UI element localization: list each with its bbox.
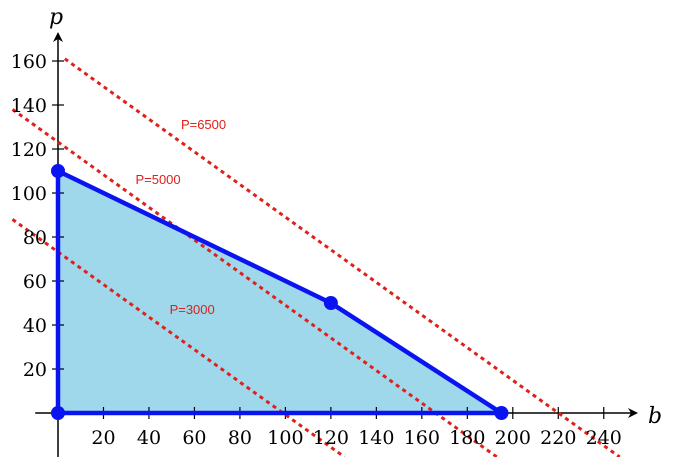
iso-line	[11, 108, 498, 457]
feasible-region-layer	[58, 171, 502, 413]
iso-profit-lines	[11, 57, 621, 457]
iso-line-label: P=5000	[135, 172, 180, 187]
region-edge	[55, 168, 334, 306]
x-tick-label: 60	[182, 427, 206, 449]
x-tick-label: 40	[137, 427, 161, 449]
x-tick-label: 220	[540, 427, 576, 449]
vertex-point	[494, 406, 509, 420]
y-tick-label: 100	[11, 183, 47, 205]
x-tick-label: 80	[228, 427, 252, 449]
x-tick-label: 160	[404, 427, 440, 449]
vertex-points	[51, 164, 509, 420]
y-tick-label: 120	[11, 139, 47, 161]
y-tick-label: 40	[23, 315, 47, 337]
feasible-region	[58, 171, 502, 413]
iso-line-label: P=3000	[170, 302, 215, 317]
y-tick-label: 20	[23, 359, 47, 381]
x-tick-label: 100	[267, 427, 303, 449]
y-tick-label: 60	[23, 271, 47, 293]
vertex-point	[51, 406, 65, 420]
x-tick-label: 140	[358, 427, 394, 449]
x-tick-label: 240	[586, 427, 622, 449]
iso-line	[63, 57, 621, 457]
x-axis-label: b	[648, 404, 662, 429]
x-tick-label: 180	[449, 427, 485, 449]
y-tick-label: 160	[11, 51, 47, 73]
labels-layer: 20 40 60 80 100 120 140 160 180 200 220 240 20 40 60 80…	[11, 5, 662, 449]
y-axis-label: p	[49, 5, 63, 30]
x-tick-label: 120	[313, 427, 349, 449]
vertex-point	[51, 164, 65, 178]
x-tick-label: 200	[495, 427, 531, 449]
x-tick-label: 20	[91, 427, 115, 449]
feasible-region-edges	[55, 168, 504, 416]
y-tick-label: 80	[23, 227, 47, 249]
iso-line-label: P=6500	[181, 117, 226, 132]
vertex-point	[323, 296, 338, 310]
y-tick-label: 140	[11, 95, 47, 117]
region-edge	[328, 300, 504, 416]
